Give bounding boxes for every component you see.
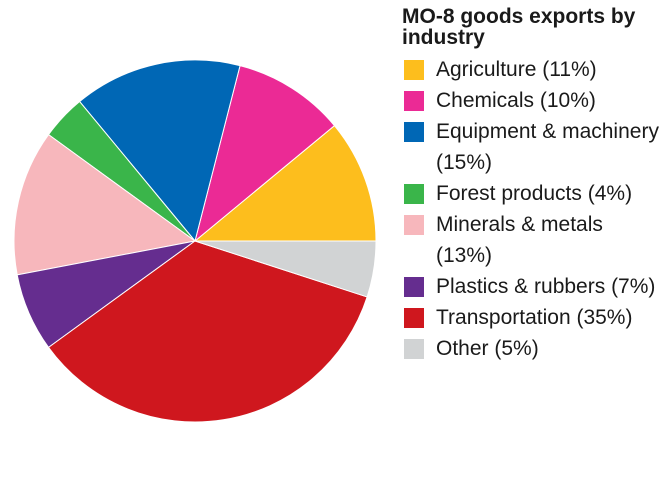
legend-swatch	[404, 308, 424, 328]
chart-title: MO-8 goods exports by industry	[402, 5, 636, 49]
pie-slice-other	[194, 240, 377, 298]
legend-swatch	[404, 122, 424, 142]
legend-swatch	[404, 215, 424, 235]
legend-label: Forest products (4%)	[436, 182, 633, 205]
legend: MO-8 goods exports by industry Agricultu…	[402, 6, 668, 364]
pie-slice-equipment-and-machinery	[79, 59, 241, 242]
legend-item-transportation: Transportation (35%)	[402, 302, 664, 333]
legend-swatch	[404, 60, 424, 80]
pie-slice-transportation	[48, 240, 368, 423]
pie-slice-minerals-and-metals	[13, 134, 196, 276]
legend-swatch	[404, 339, 424, 359]
pie-chart	[13, 59, 377, 423]
legend-item-agriculture: Agriculture (11%)	[402, 54, 664, 85]
legend-label: Agriculture (11%)	[436, 58, 597, 81]
legend-swatch	[404, 277, 424, 297]
legend-label: Transportation (35%)	[436, 306, 633, 329]
legend-item-forest-products: Forest products (4%)	[402, 178, 664, 209]
legend-item-chemicals: Chemicals (10%)	[402, 85, 664, 116]
pie-slice-agriculture	[194, 125, 377, 242]
legend-label: Chemicals (10%)	[436, 89, 596, 112]
legend-label: Minerals & metals (13%)	[436, 213, 603, 267]
legend-swatch	[404, 91, 424, 111]
legend-label: Equipment & machinery (15%)	[436, 120, 659, 174]
legend-item-other: Other (5%)	[402, 333, 664, 364]
legend-swatch	[404, 184, 424, 204]
pie-slice-chemicals	[194, 65, 335, 242]
legend-item-plastics-and-rubbers: Plastics & rubbers (7%)	[402, 271, 664, 302]
legend-list: Agriculture (11%) Chemicals (10%) Equipmen…	[402, 54, 668, 364]
legend-item-minerals-and-metals: Minerals & metals (13%)	[402, 209, 664, 271]
legend-item-equipment-and-machinery: Equipment & machinery (15%)	[402, 116, 664, 178]
legend-label: Plastics & rubbers (7%)	[436, 275, 656, 298]
legend-label: Other (5%)	[436, 337, 539, 360]
